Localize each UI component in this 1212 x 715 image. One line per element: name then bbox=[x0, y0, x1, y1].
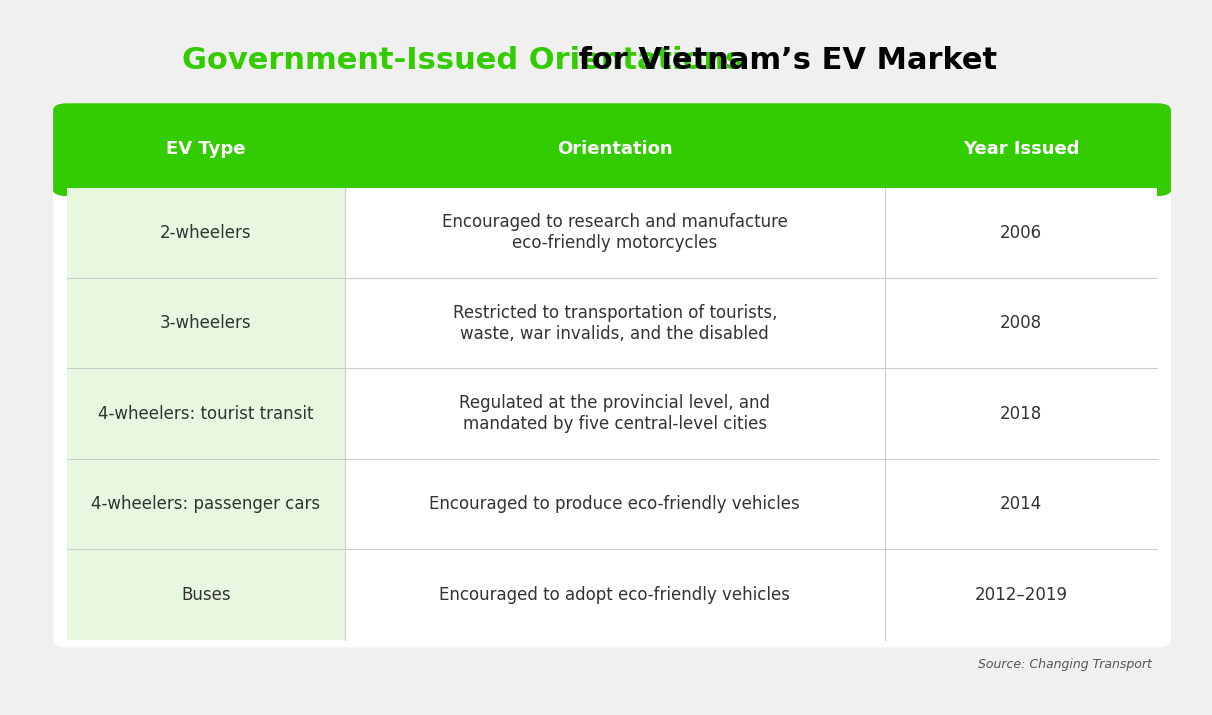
Text: Encouraged to adopt eco-friendly vehicles: Encouraged to adopt eco-friendly vehicle… bbox=[439, 586, 790, 603]
Text: EV Type: EV Type bbox=[166, 140, 246, 158]
Text: Buses: Buses bbox=[181, 586, 230, 603]
Text: 2-wheelers: 2-wheelers bbox=[160, 224, 252, 242]
Text: Restricted to transportation of tourists,
waste, war invalids, and the disabled: Restricted to transportation of tourists… bbox=[452, 304, 777, 342]
Text: 3-wheelers: 3-wheelers bbox=[160, 315, 252, 332]
Text: 2006: 2006 bbox=[1000, 224, 1042, 242]
Text: 4-wheelers: tourist transit: 4-wheelers: tourist transit bbox=[98, 405, 314, 423]
Text: Orientation: Orientation bbox=[558, 140, 673, 158]
Text: Regulated at the provincial level, and
mandated by five central-level cities: Regulated at the provincial level, and m… bbox=[459, 395, 771, 433]
Text: Government-Issued Orientations: Government-Issued Orientations bbox=[182, 46, 744, 76]
Text: 4-wheelers: passenger cars: 4-wheelers: passenger cars bbox=[91, 495, 320, 513]
Text: Source: Changing Transport: Source: Changing Transport bbox=[978, 658, 1151, 671]
Text: Year Issued: Year Issued bbox=[962, 140, 1080, 158]
Text: 2008: 2008 bbox=[1000, 315, 1042, 332]
Text: Encouraged to produce eco-friendly vehicles: Encouraged to produce eco-friendly vehic… bbox=[429, 495, 800, 513]
Text: 2018: 2018 bbox=[1000, 405, 1042, 423]
Text: Encouraged to research and manufacture
eco-friendly motorcycles: Encouraged to research and manufacture e… bbox=[442, 213, 788, 252]
Text: 2014: 2014 bbox=[1000, 495, 1042, 513]
Text: 2012–2019: 2012–2019 bbox=[974, 586, 1068, 603]
Text: for Vietnam’s EV Market: for Vietnam’s EV Market bbox=[568, 46, 997, 76]
